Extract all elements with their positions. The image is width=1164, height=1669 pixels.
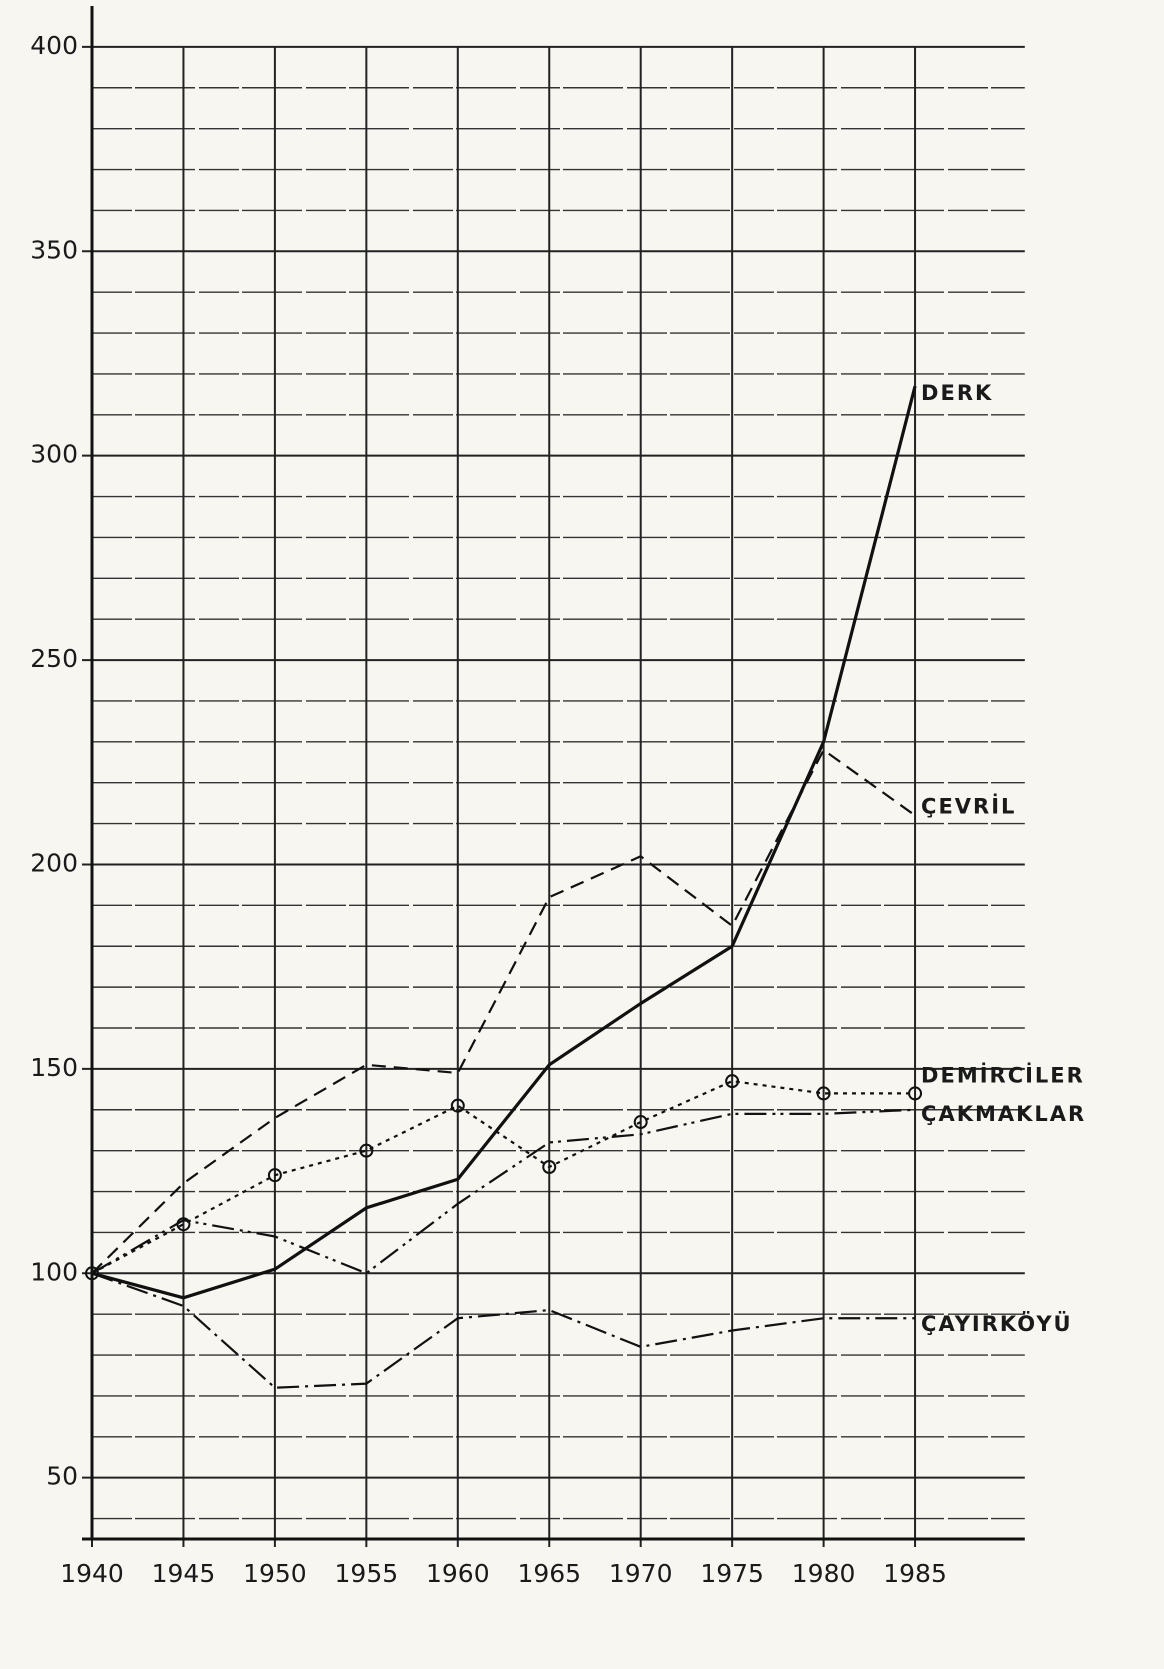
x-tick-label: 1950 xyxy=(243,1559,307,1588)
x-tick-label: 1985 xyxy=(883,1559,947,1588)
y-tick-label: 100 xyxy=(30,1257,78,1286)
x-tick-label: 1980 xyxy=(792,1559,856,1588)
series-line xyxy=(91,1080,916,1275)
point-marker xyxy=(450,1098,465,1113)
point-marker xyxy=(359,1143,374,1158)
series-label: ÇAKMAKLAR xyxy=(921,1102,1086,1126)
x-tick-label: 1940 xyxy=(60,1559,124,1588)
series-line xyxy=(91,1108,916,1275)
point-marker xyxy=(542,1159,557,1174)
y-tick-label: 350 xyxy=(30,235,78,264)
point-marker xyxy=(816,1086,831,1101)
x-tick-label: 1955 xyxy=(335,1559,399,1588)
series-line xyxy=(91,1272,916,1389)
series-line xyxy=(91,385,917,1300)
series-label: ÇAYIRKÖYÜ xyxy=(921,1311,1073,1336)
series-label: DEMİRCİLER xyxy=(921,1062,1085,1087)
y-tick-label: 150 xyxy=(30,1053,78,1082)
series-label: DERK xyxy=(921,381,993,405)
y-tick-label: 250 xyxy=(30,644,78,673)
x-tick-label: 1970 xyxy=(609,1559,673,1588)
point-marker xyxy=(267,1168,282,1183)
y-tick-label: 50 xyxy=(46,1462,78,1491)
point-marker xyxy=(725,1074,740,1089)
x-tick-label: 1975 xyxy=(700,1559,764,1588)
x-tick-label: 1960 xyxy=(426,1559,490,1588)
y-tick-label: 300 xyxy=(30,440,78,469)
series-line xyxy=(91,748,916,1275)
series-label: ÇEVRİL xyxy=(921,793,1016,818)
x-tick-label: 1965 xyxy=(517,1559,581,1588)
point-marker xyxy=(633,1115,648,1130)
y-tick-label: 200 xyxy=(30,848,78,877)
point-marker xyxy=(85,1266,99,1281)
y-tick-label: 400 xyxy=(30,31,78,60)
x-tick-label: 1945 xyxy=(152,1559,216,1588)
point-marker xyxy=(908,1086,923,1101)
